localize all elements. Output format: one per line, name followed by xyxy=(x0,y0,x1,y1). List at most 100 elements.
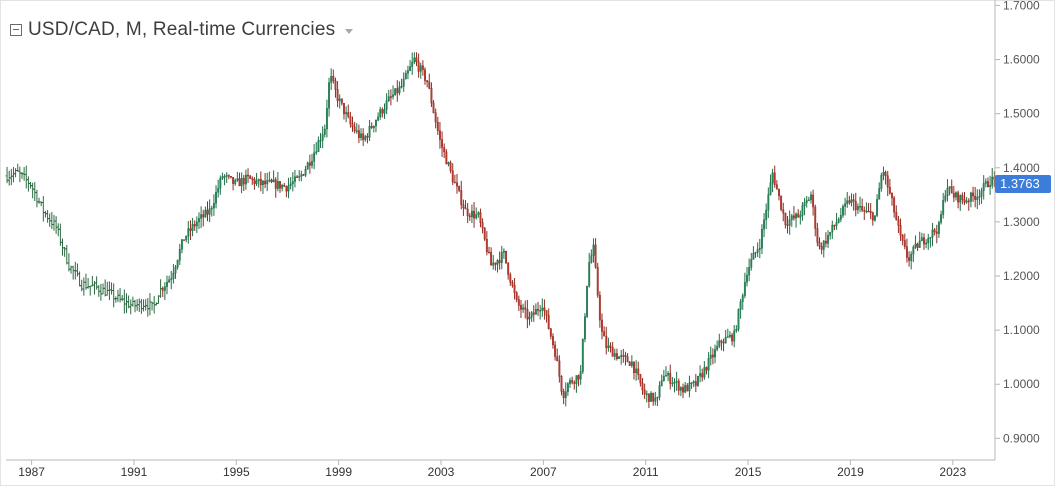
candle-body xyxy=(304,168,307,176)
candle xyxy=(537,301,539,316)
candle xyxy=(882,166,885,181)
candle xyxy=(443,143,446,159)
candle xyxy=(325,99,328,138)
candle xyxy=(340,98,343,106)
candle-body xyxy=(822,240,825,250)
candle xyxy=(929,236,932,248)
candle-body xyxy=(647,393,650,402)
candle-body xyxy=(895,211,898,220)
candle-body xyxy=(436,121,439,131)
candle-body xyxy=(505,250,507,264)
candle-body xyxy=(739,301,742,310)
candle-body xyxy=(311,161,313,166)
candle xyxy=(987,177,989,188)
candle xyxy=(48,213,52,227)
candle-body xyxy=(677,380,680,391)
candle-body xyxy=(839,215,842,220)
candle-body xyxy=(573,382,576,384)
collapse-square-icon[interactable] xyxy=(10,24,22,36)
candle xyxy=(166,275,168,295)
candle-body xyxy=(863,209,866,212)
candle-body xyxy=(980,190,983,197)
candle xyxy=(771,168,774,193)
candle xyxy=(871,211,874,226)
candle-body xyxy=(357,130,360,138)
candle xyxy=(805,195,808,208)
candle xyxy=(893,195,896,218)
candle xyxy=(95,276,99,290)
candle xyxy=(470,204,473,224)
candle-body xyxy=(588,262,591,287)
candle xyxy=(620,349,623,365)
price-axis[interactable]: 1.7000 1.6000 1.5000 1.4000 1.3000 1.2000 1.10… xyxy=(995,0,1040,445)
candle-body xyxy=(232,176,235,184)
candle xyxy=(654,391,657,406)
candle-body xyxy=(554,344,557,357)
candle xyxy=(14,168,18,178)
candle-body xyxy=(381,109,384,114)
candle-body xyxy=(511,282,514,286)
candle-body xyxy=(633,361,635,374)
candle xyxy=(667,370,670,382)
candle xyxy=(362,128,365,146)
candle-body xyxy=(933,229,936,233)
candle xyxy=(302,173,305,176)
candle xyxy=(112,283,116,308)
candle xyxy=(596,262,599,298)
candle xyxy=(204,206,207,218)
candle xyxy=(225,172,228,184)
candle-body xyxy=(984,181,987,184)
candle-body xyxy=(375,120,377,127)
candle xyxy=(63,246,67,257)
candle xyxy=(963,191,966,205)
candle-body xyxy=(925,242,928,245)
candle xyxy=(332,69,335,84)
candle-body xyxy=(530,312,533,318)
candle-body xyxy=(456,182,458,187)
candle-body xyxy=(607,345,610,349)
candle-body xyxy=(733,330,736,342)
candle xyxy=(198,212,200,230)
candle xyxy=(67,253,71,272)
candle-body xyxy=(805,200,808,203)
caret-down-icon[interactable] xyxy=(345,28,354,34)
candle-body xyxy=(963,199,966,203)
candle xyxy=(500,245,503,270)
candle xyxy=(161,286,164,297)
candle xyxy=(99,283,103,301)
candle xyxy=(417,53,420,78)
candle-body xyxy=(223,176,226,178)
candle-body xyxy=(447,162,450,165)
candle xyxy=(630,355,633,368)
candle xyxy=(835,212,838,230)
candle xyxy=(714,344,716,364)
time-tick-label: 2019 xyxy=(837,465,864,479)
candle xyxy=(722,338,725,352)
candle xyxy=(814,204,817,237)
candle-body xyxy=(168,279,171,283)
time-tick-label: 1991 xyxy=(121,465,148,479)
candle-body xyxy=(451,170,454,183)
candle xyxy=(317,136,320,153)
candle xyxy=(458,185,461,193)
candle xyxy=(754,251,757,258)
candle-body xyxy=(180,239,183,250)
candle xyxy=(183,239,186,241)
time-axis[interactable]: 1987 1991 1995 1999 2003 2007 2011 2015 2019 2023 xyxy=(18,460,966,479)
candle xyxy=(33,182,37,202)
candle-body xyxy=(937,222,940,234)
candle xyxy=(118,288,122,303)
candle-body xyxy=(837,219,840,223)
price-tick-label: 1.1000 xyxy=(1003,323,1040,337)
candle-body xyxy=(496,260,499,265)
candle xyxy=(795,212,797,228)
candle xyxy=(208,199,211,223)
candle xyxy=(105,281,109,296)
candle-body xyxy=(829,231,832,236)
candle xyxy=(434,108,437,129)
candle xyxy=(438,121,441,149)
candle xyxy=(671,377,674,387)
candle xyxy=(389,89,392,106)
time-tick-label: 1995 xyxy=(223,465,250,479)
